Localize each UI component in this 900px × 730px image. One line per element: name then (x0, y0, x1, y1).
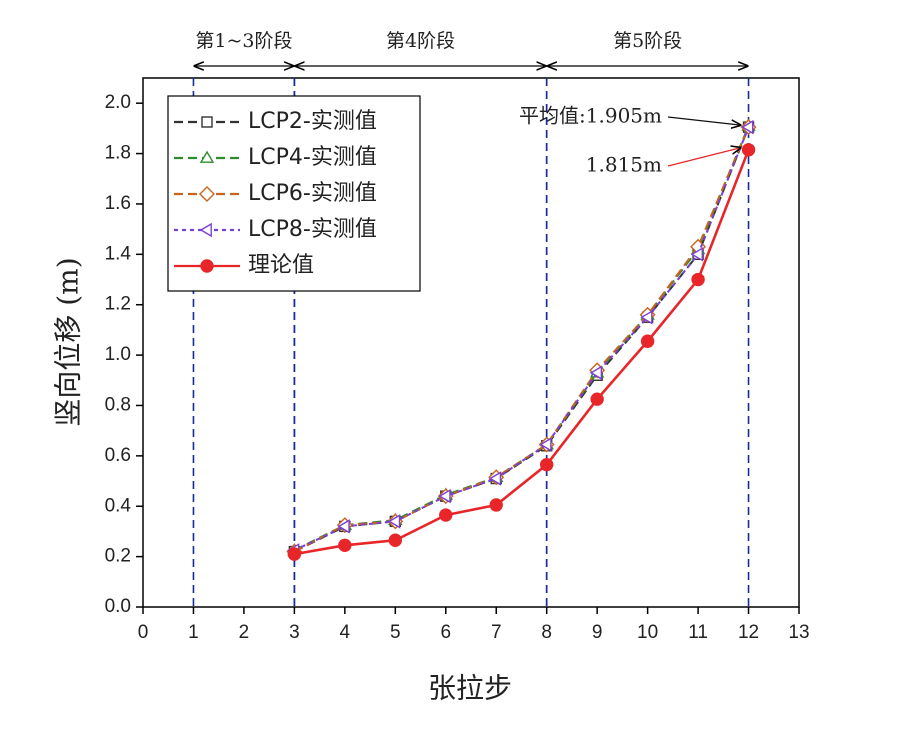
x-axis-label: 张拉步 (428, 672, 512, 705)
marker (388, 533, 403, 547)
annotation: 平均值:1.905m (519, 104, 662, 128)
marker (741, 119, 754, 135)
annotation: 1.815m (586, 153, 662, 177)
legend-marker (199, 186, 215, 202)
legend-label: LCP6-实测值 (248, 181, 377, 206)
x-tick-label: 8 (541, 622, 552, 643)
marker (539, 457, 554, 472)
marker (438, 488, 451, 504)
y-tick-label: 0.6 (105, 445, 131, 466)
x-tick-label: 9 (592, 622, 603, 643)
legend-marker (201, 116, 213, 128)
marker (640, 310, 653, 325)
marker (337, 519, 350, 534)
x-tick-label: 10 (637, 622, 658, 643)
x-tick-label: 4 (340, 622, 351, 643)
plot-frame (142, 77, 800, 608)
y-axis-label: 竖向位移 (m) (52, 257, 85, 426)
x-tick-label: 7 (491, 622, 502, 643)
y-tick-label: 1.2 (105, 294, 131, 315)
legend-label: 理论值 (248, 253, 314, 278)
y-tick-label: 0.0 (105, 596, 131, 617)
marker (488, 471, 502, 486)
annotation-arrow (667, 148, 741, 167)
marker (489, 498, 503, 512)
x-tick-label: 6 (440, 622, 451, 643)
y-tick-label: 1.0 (105, 344, 131, 365)
x-tick-label: 13 (788, 622, 809, 643)
marker (741, 143, 756, 157)
marker (590, 392, 604, 406)
x-tick-label: 2 (239, 622, 250, 643)
legend-label: LCP8-实测值 (248, 217, 377, 242)
x-tick-label: 12 (738, 622, 759, 643)
stage-label: 第5阶段 (613, 30, 682, 52)
stage-label: 第1~3阶段 (195, 30, 292, 52)
marker (691, 272, 705, 287)
x-tick-label: 5 (390, 622, 401, 643)
series-line (293, 126, 750, 552)
stage-label: 第4阶段 (386, 30, 455, 52)
legend-label: LCP4-实测值 (248, 145, 377, 170)
y-tick-label: 2.0 (105, 92, 131, 113)
marker (287, 547, 302, 561)
x-tick-label: 1 (188, 622, 199, 643)
legend-label: LCP2-实测值 (248, 109, 377, 134)
x-tick-label: 3 (289, 622, 300, 643)
marker (338, 538, 352, 552)
y-tick-label: 0.4 (105, 495, 132, 516)
legend-marker (199, 222, 212, 238)
marker (539, 437, 552, 452)
x-tick-label: 0 (138, 622, 149, 643)
legend-marker (199, 150, 215, 163)
annotation-arrow (667, 116, 741, 125)
marker (439, 508, 453, 522)
legend-marker (200, 259, 214, 273)
marker (690, 247, 703, 262)
series-line (294, 149, 750, 556)
y-tick-label: 1.6 (105, 193, 131, 214)
y-tick-label: 0.2 (105, 546, 131, 567)
marker (589, 365, 603, 380)
marker (387, 514, 401, 529)
y-tick-label: 1.8 (105, 143, 131, 164)
marker (640, 334, 655, 348)
x-tick-label: 11 (688, 622, 708, 643)
y-tick-label: 1.4 (105, 243, 132, 264)
y-tick-label: 0.8 (105, 394, 131, 415)
